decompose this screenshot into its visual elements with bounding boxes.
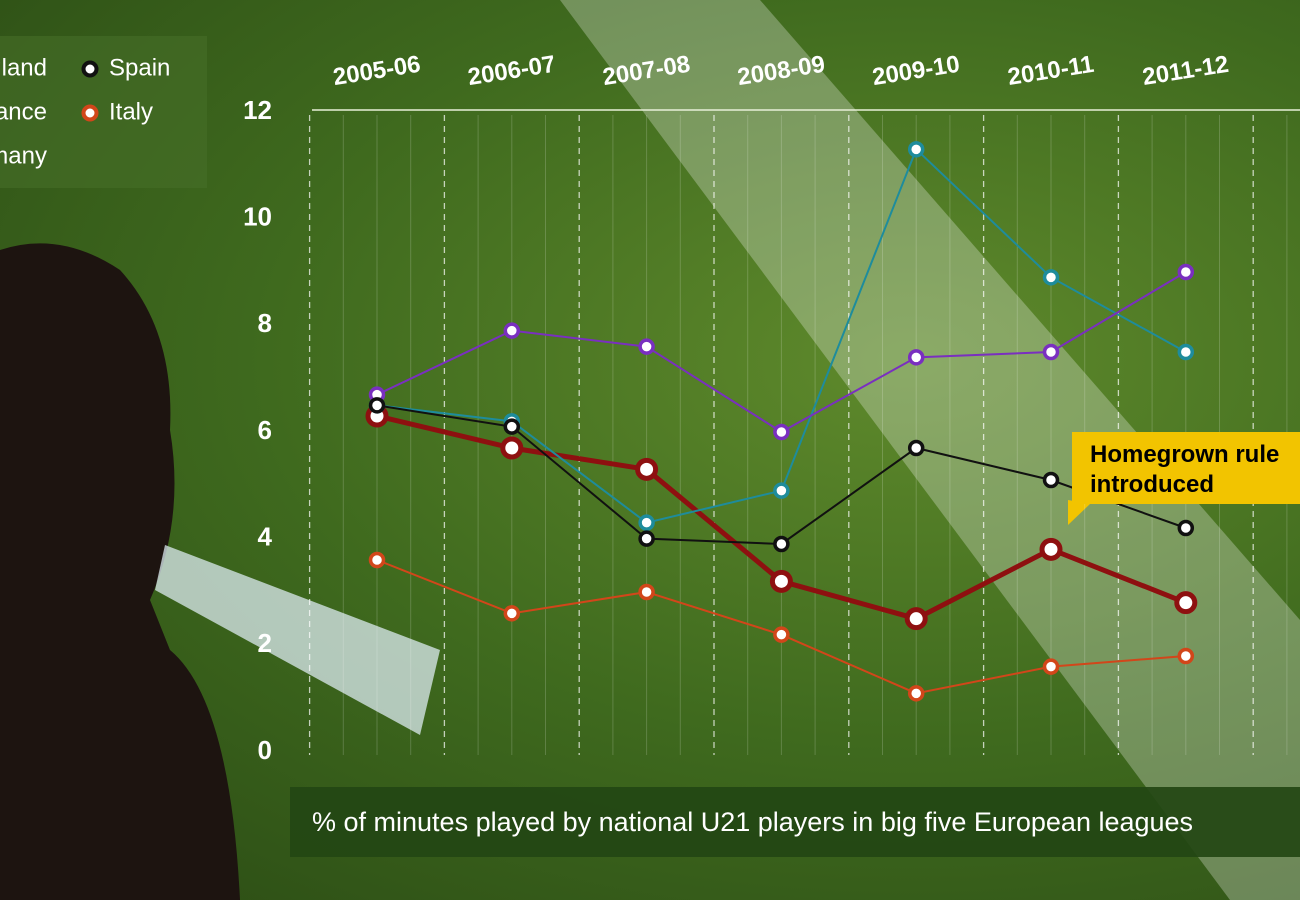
data-point <box>907 141 925 158</box>
annotation: Homegrown rule introduced <box>1072 432 1300 504</box>
data-point <box>638 530 655 547</box>
y-tick-label: 12 <box>243 95 272 125</box>
data-point <box>1177 263 1195 281</box>
data-point <box>1042 658 1060 675</box>
data-point <box>368 397 386 414</box>
y-tick-label: 10 <box>243 202 272 232</box>
y-tick-label: 4 <box>258 522 273 552</box>
data-point <box>904 607 928 631</box>
x-tick-label: 2006-07 <box>466 51 557 91</box>
data-point <box>1042 471 1060 489</box>
legend-marker <box>81 60 99 78</box>
data-point <box>907 439 925 457</box>
data-point <box>638 338 655 355</box>
legend-box <box>0 36 207 188</box>
data-point <box>635 457 659 481</box>
data-point <box>773 535 790 553</box>
legend-label: Spain <box>109 54 170 81</box>
y-tick-label: 0 <box>258 735 272 765</box>
legend-label: France <box>0 98 47 125</box>
data-point <box>769 569 793 593</box>
player-silhouette <box>0 243 240 900</box>
data-point <box>907 685 925 702</box>
note-tail <box>1068 500 1090 525</box>
bottle <box>155 545 440 735</box>
data-point <box>500 436 524 460</box>
data-point <box>1042 269 1060 286</box>
legend-label: Italy <box>109 98 153 125</box>
data-point <box>1042 343 1060 361</box>
data-point <box>503 605 521 622</box>
y-tick-label: 6 <box>258 415 272 445</box>
chart-title: % of minutes played by national U21 play… <box>290 787 1300 857</box>
data-point <box>503 418 521 435</box>
data-point <box>1177 343 1195 361</box>
legend-label: Germany <box>0 142 47 169</box>
legend-marker <box>81 104 99 122</box>
x-tick-label: 2011-12 <box>1141 51 1231 91</box>
data-point <box>1177 647 1195 665</box>
legend-label: England <box>0 54 47 81</box>
data-point <box>1039 537 1063 561</box>
y-tick-label: 8 <box>258 308 272 338</box>
data-point <box>638 583 655 601</box>
x-tick-label: 2010-11 <box>1006 51 1096 91</box>
data-point <box>503 322 521 339</box>
pitch-stripe <box>560 0 1300 900</box>
data-point <box>773 482 790 499</box>
data-point <box>1174 591 1198 615</box>
data-point <box>638 514 655 531</box>
y-tick-label: 2 <box>258 628 272 658</box>
x-tick-label: 2005-06 <box>331 51 422 91</box>
x-tick-label: 2009-10 <box>870 51 961 91</box>
data-point <box>368 551 386 569</box>
data-point <box>773 423 790 441</box>
data-point <box>907 349 925 366</box>
data-point <box>773 626 790 643</box>
data-point <box>1177 519 1195 537</box>
